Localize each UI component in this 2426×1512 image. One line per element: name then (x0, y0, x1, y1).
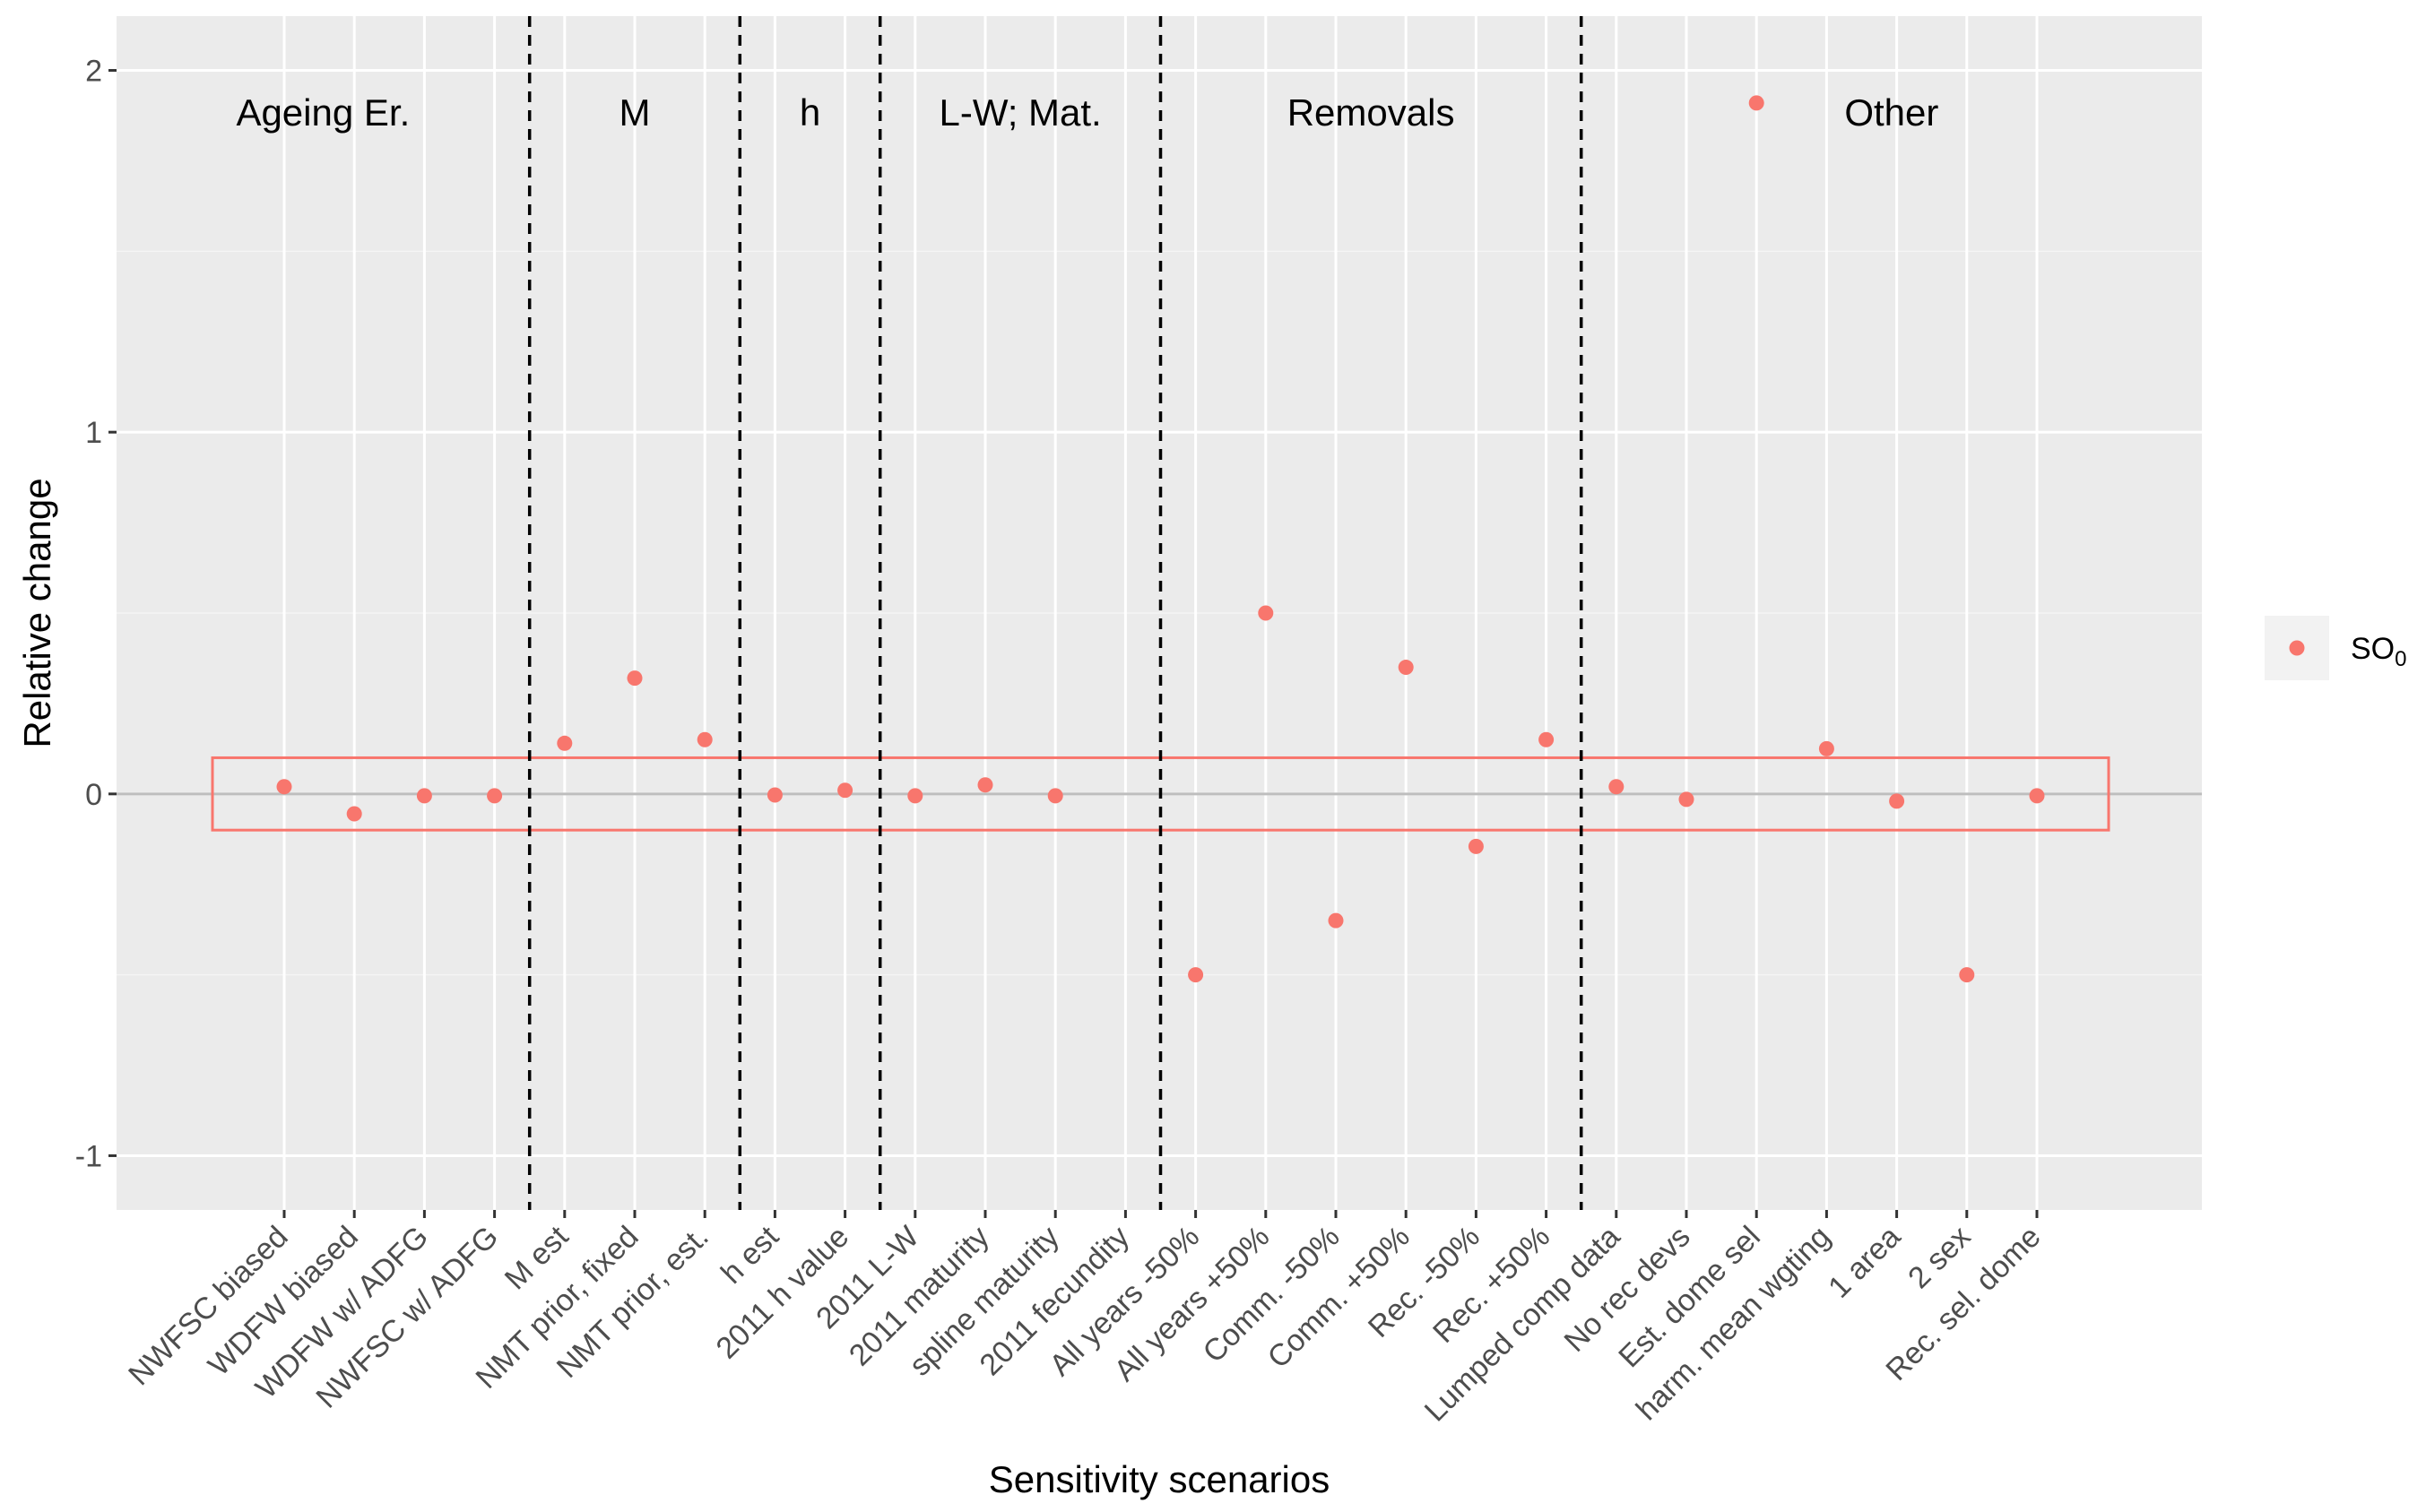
data-point (346, 806, 362, 822)
data-point (1188, 967, 1204, 983)
data-point (907, 788, 923, 804)
data-point (837, 782, 853, 799)
data-point (2029, 788, 2045, 804)
y-tick-label: 1 (85, 416, 102, 450)
data-point (697, 731, 713, 747)
group-separators (527, 16, 1583, 1210)
data-point (1258, 605, 1274, 621)
y-axis-title: Relative change (16, 478, 58, 747)
legend-series-subscript: 0 (2395, 647, 2406, 671)
y-tick-label: -1 (75, 1139, 102, 1173)
x-tick-label: 1 area (1822, 1220, 1907, 1305)
legend-label: SO0 (2351, 632, 2406, 671)
data-point (1608, 779, 1625, 795)
data-point (1328, 912, 1344, 929)
y-tick-label: 2 (85, 55, 102, 89)
data-point (627, 670, 643, 687)
group-label: Removals (1287, 91, 1455, 134)
group-label: h (800, 91, 820, 134)
group-label: L-W; Mat. (939, 91, 1101, 134)
data-point (1678, 791, 1694, 808)
group-label: M (619, 91, 651, 134)
data-point (1468, 838, 1484, 854)
data-point (276, 779, 292, 795)
data-point (977, 777, 993, 793)
data-point (1538, 731, 1555, 747)
y-axis-ticks: -1 0 1 2 (75, 55, 117, 1173)
data-point (487, 788, 503, 804)
legend-point-icon (2289, 640, 2305, 656)
data-point (1959, 967, 1975, 983)
group-label: Ageing Er. (236, 91, 410, 134)
data-point (1818, 740, 1834, 756)
x-axis-title: Sensitivity scenarios (989, 1458, 1330, 1500)
data-point (1047, 788, 1063, 804)
data-point (416, 788, 432, 804)
data-point (557, 735, 573, 751)
data-points (276, 95, 2045, 983)
data-point (1889, 793, 1905, 809)
legend-series-name: SO (2351, 632, 2395, 666)
data-point (767, 787, 783, 803)
data-point (1748, 95, 1764, 111)
data-point (1398, 660, 1414, 676)
legend: SO0 (2265, 616, 2406, 680)
group-label: Other (1844, 91, 1938, 134)
y-tick-label: 0 (85, 778, 102, 812)
